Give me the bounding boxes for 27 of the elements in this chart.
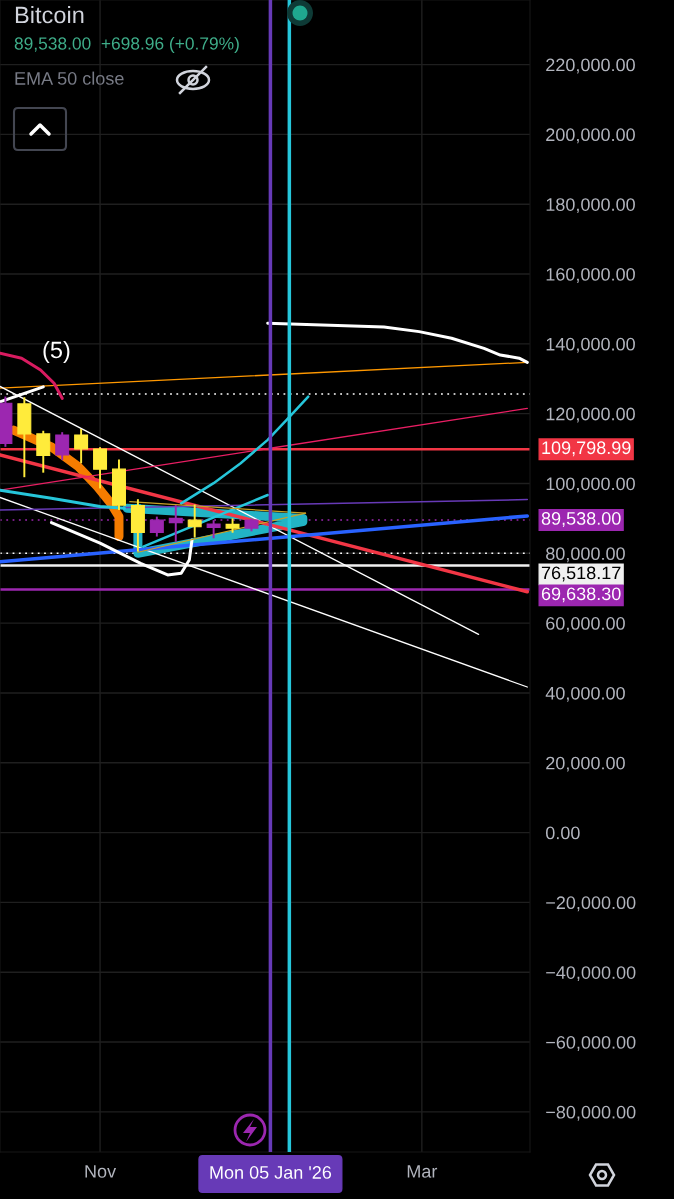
y-tick-label: 0.00: [545, 826, 580, 840]
y-tick-label: 200,000.00: [546, 128, 635, 144]
y-tick-label: 160,000.00: [546, 267, 635, 283]
y-tick-label: 180,000.00: [546, 198, 635, 214]
y-tick-label: −20,000.00: [546, 896, 636, 912]
y-tick-label: 120,000.00: [546, 407, 635, 423]
y-tick-label: 40,000.00: [545, 686, 625, 702]
chart-title: Bitcoin: [15, 6, 84, 24]
y-tick-label: −80,000.00: [546, 1105, 636, 1121]
text: 89,538.00 +698.96 (+0.79%): [14, 36, 239, 54]
y-tick-label: −60,000.00: [546, 1035, 636, 1051]
ref-line-label: 89,538.00: [541, 512, 621, 527]
y-tick-label: 220,000.00: [546, 58, 635, 74]
ref-line-label: 76,518.17: [541, 566, 621, 582]
ref-line-label: 69,638.30: [541, 587, 621, 603]
y-tick-label: 80,000.00: [546, 547, 625, 563]
y-tick-label: 140,000.00: [546, 337, 635, 353]
x-tick-label: Nov: [85, 1165, 117, 1178]
y-tick-label: 60,000.00: [546, 617, 625, 632]
annotation: (5): [43, 340, 70, 363]
ref-line-label: 109,798.99: [542, 441, 631, 457]
y-tick-label: 100,000.00: [546, 477, 635, 493]
ref-line-label: Mon 05 Jan '26: [210, 1166, 332, 1179]
annotation: EMA 50 close: [15, 71, 124, 85]
x-tick-label: Mar: [407, 1165, 438, 1178]
y-tick-label: −40,000.00: [546, 966, 636, 982]
y-tick-label: 20,000.00: [546, 756, 625, 772]
